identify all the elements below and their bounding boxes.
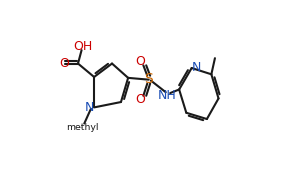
Text: N: N (191, 61, 201, 74)
Text: O: O (136, 93, 146, 106)
Text: O: O (136, 55, 146, 68)
Text: OH: OH (74, 40, 93, 53)
Text: methyl: methyl (79, 127, 84, 128)
Text: O: O (59, 57, 69, 70)
Text: NH: NH (158, 89, 177, 102)
Text: methyl: methyl (66, 124, 99, 132)
Text: S: S (144, 72, 153, 86)
Text: N: N (85, 101, 94, 114)
